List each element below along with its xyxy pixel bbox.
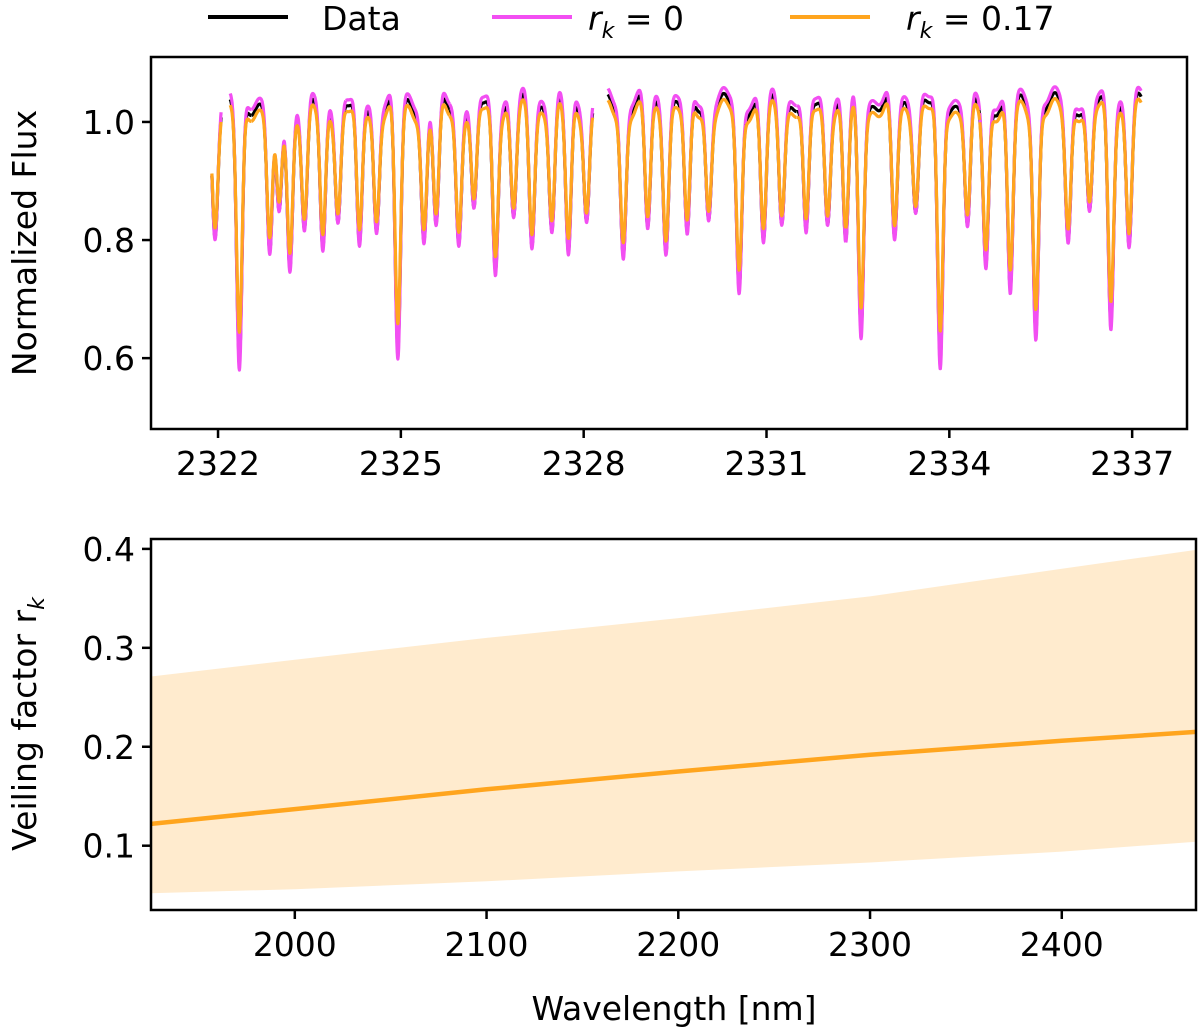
spectrum-line-rk0 <box>606 86 747 296</box>
top-x-tick-label: 2328 <box>542 444 626 483</box>
bottom-plot-frame <box>149 537 1198 912</box>
spectrum-line-rk017 <box>344 103 451 326</box>
spectrum-line-rk017 <box>250 103 348 255</box>
spectrum-line-rk017 <box>743 99 798 231</box>
bottom-y-axis-label: Veiling factor rk <box>5 596 50 851</box>
bottom-y-tick-label: 0.2 <box>83 728 135 767</box>
bottom-x-tick-label: 2200 <box>636 925 720 964</box>
bottom-x-ticks: 2000 2100 2200 2300 2400 <box>253 910 1104 964</box>
bottom-x-tick-label: 2400 <box>1020 925 1104 964</box>
top-x-tick-label: 2331 <box>725 444 809 483</box>
spectrum-line-rk017 <box>606 97 747 272</box>
bottom-x-axis-label: Wavelength [nm] <box>531 989 816 1028</box>
spectrum-line-rk0 <box>448 86 595 278</box>
top-x-tick-label: 2325 <box>359 444 443 483</box>
bottom-y-tick-label: 0.1 <box>83 827 135 866</box>
top-x-tick-label: 2334 <box>907 444 991 483</box>
spectrum-line-rk017 <box>448 98 595 259</box>
top-x-tick-label: 2322 <box>176 444 260 483</box>
top-panel: 2322 2325 2328 2331 2334 2337 0.6 0.8 1.0 Norma… <box>5 55 1189 483</box>
bottom-x-tick-label: 2000 <box>253 925 337 964</box>
veiling-factor-line <box>151 729 1196 827</box>
spectrum-line-rk017 <box>228 104 253 334</box>
spectrum-line-rk0 <box>795 95 848 243</box>
legend-data-label: Data <box>322 0 401 38</box>
legend: Data rk = 0 rk = 0.17 <box>208 0 1054 44</box>
top-plot-frame <box>149 55 1189 431</box>
top-y-tick-label: 0.6 <box>83 339 135 378</box>
top-x-ticks: 2322 2325 2328 2331 2334 2337 <box>176 429 1174 483</box>
bottom-x-tick-label: 2300 <box>828 925 912 964</box>
bottom-y-tick-label: 0.3 <box>83 629 135 668</box>
top-y-ticks: 0.6 0.8 1.0 <box>83 103 151 378</box>
legend-rk017-label: rk = 0.17 <box>906 0 1054 44</box>
spectrum-line-rk017 <box>210 121 223 230</box>
spectrum-line-rk0 <box>743 87 798 245</box>
uncertainty-band <box>151 549 1196 894</box>
top-spectra <box>210 85 1143 372</box>
legend-rk0-label: rk = 0 <box>588 0 684 44</box>
bottom-y-tick-label: 0.4 <box>83 530 135 569</box>
spectrum-line-rk017 <box>795 107 848 229</box>
bottom-x-tick-label: 2100 <box>445 925 529 964</box>
top-y-tick-label: 1.0 <box>83 103 135 142</box>
top-y-tick-label: 0.8 <box>83 221 135 260</box>
spectrum-line-rk017 <box>844 102 982 333</box>
bottom-y-ticks: 0.1 0.2 0.3 0.4 <box>83 530 151 866</box>
veiling-plot <box>151 549 1196 894</box>
spectrum-line-rk017 <box>978 97 1143 312</box>
top-y-axis-label: Normalized Flux <box>5 110 44 376</box>
top-x-tick-label: 2337 <box>1090 444 1174 483</box>
bottom-panel: 2000 2100 2200 2300 2400 0.1 0.2 0.3 0.4 Wavele… <box>5 530 1198 1028</box>
